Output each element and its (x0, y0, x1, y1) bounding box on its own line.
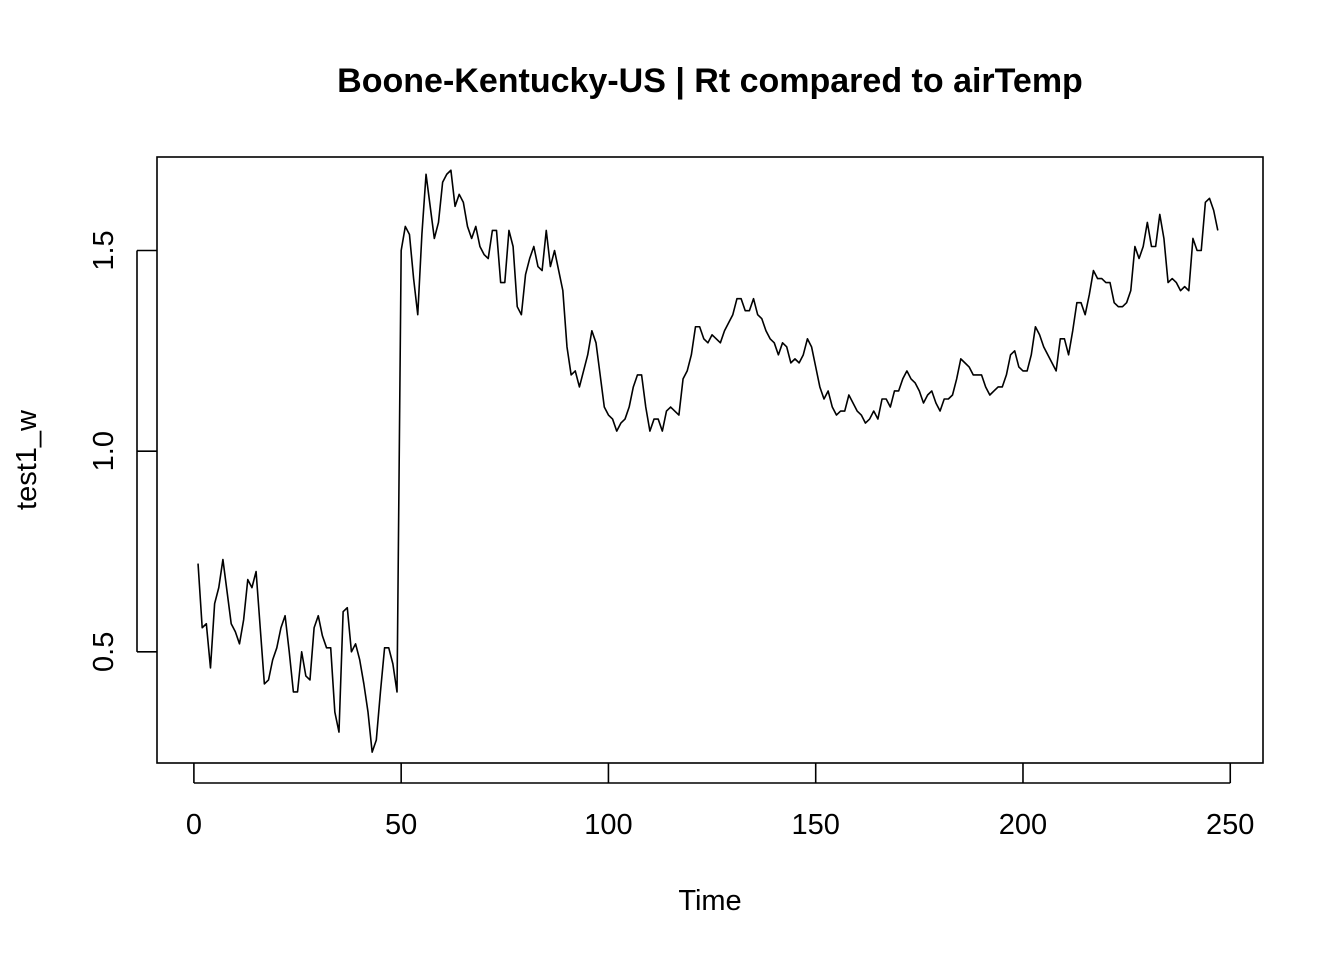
x-tick-label: 150 (792, 809, 840, 841)
y-tick-label: 0.5 (88, 632, 120, 672)
x-tick-label: 0 (186, 809, 202, 841)
x-tick-label: 100 (584, 809, 632, 841)
series-line (197, 169, 1219, 753)
plot-frame (156, 156, 1264, 764)
y-axis-title: test1_w (11, 409, 43, 510)
x-axis: 0 50 100 150 200 250 (186, 763, 1254, 841)
y-tick-label: 1.5 (88, 230, 120, 270)
series-layer (197, 169, 1219, 753)
y-axis: 0.5 1.0 1.5 (88, 230, 157, 672)
x-tick-label: 250 (1206, 809, 1254, 841)
y-tick-label: 1.0 (88, 431, 120, 471)
chart-title: Boone-Kentucky-US | Rt compared to airTe… (337, 62, 1083, 100)
x-tick-label: 50 (385, 809, 417, 841)
x-axis-title: Time (678, 885, 741, 917)
x-tick-label: 200 (999, 809, 1047, 841)
